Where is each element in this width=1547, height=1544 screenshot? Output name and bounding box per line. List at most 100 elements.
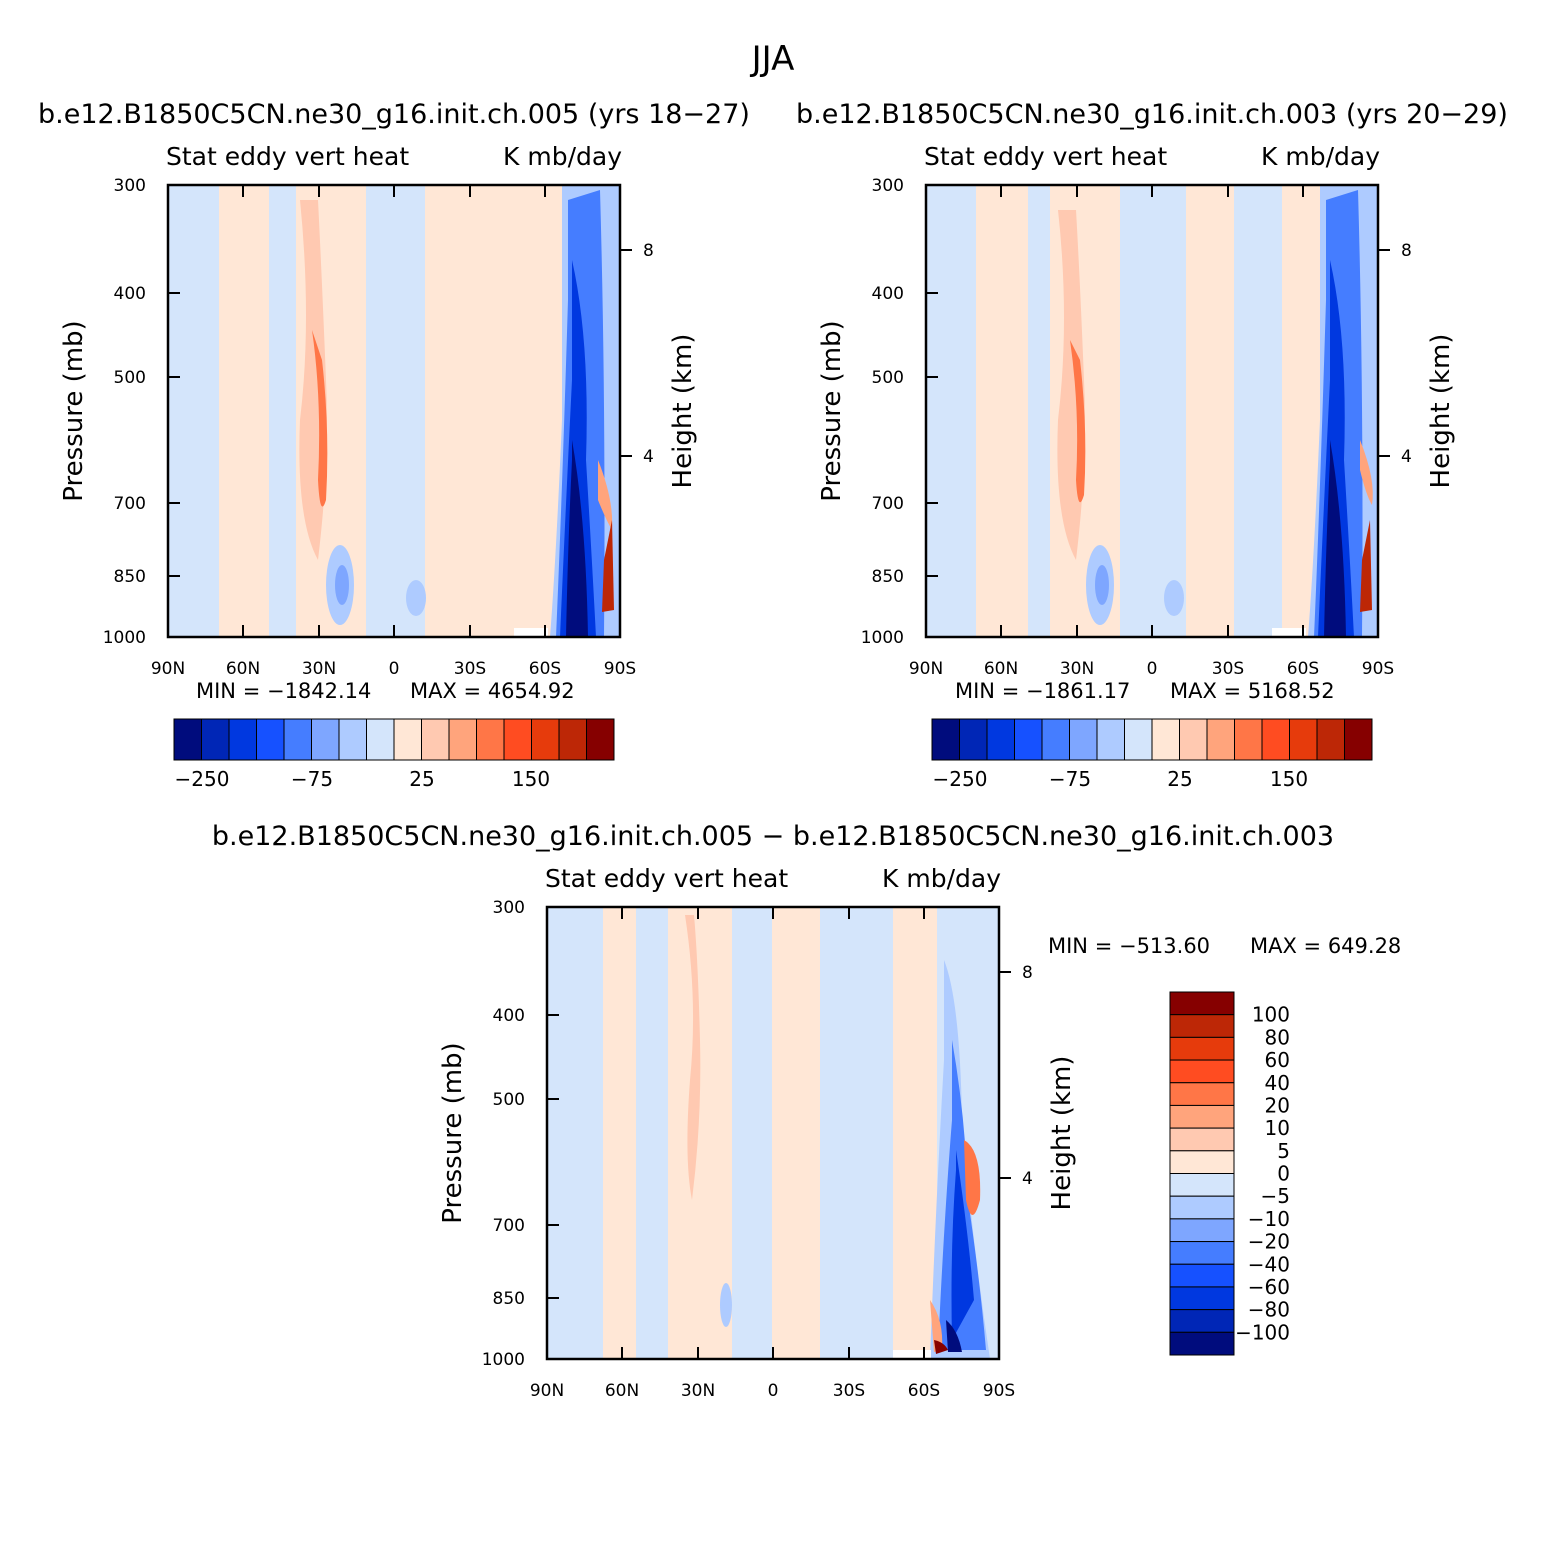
panel-1-colorbar <box>173 718 615 761</box>
colorbar-label: 60 <box>1265 1048 1290 1072</box>
colorbar-label: 0 <box>1277 1162 1290 1186</box>
panel-2-left-label: Stat eddy vert heat <box>924 142 1167 171</box>
panel-3-field <box>547 907 999 1359</box>
panel-3-ylabel: Pressure (mb) <box>438 1042 468 1223</box>
colorbar-swatch <box>1169 1241 1235 1265</box>
colorbar-swatch <box>228 718 257 761</box>
panel-1-title: b.e12.B1850C5CN.ne30_g16.init.ch.005 (yr… <box>38 99 750 130</box>
colorbar-label: −80 <box>1248 1298 1290 1322</box>
panel-3-x-ticks: 90N 60N 30N 0 30S 60S 90S <box>530 907 1015 1401</box>
panel-3-y2label: Height (km) <box>1047 1056 1077 1211</box>
colorbar-swatch <box>1169 1309 1235 1333</box>
colorbar-label: −20 <box>1248 1230 1290 1254</box>
panel-1-max: MAX = 4654.92 <box>410 679 575 703</box>
panel-2-y2-ticks: 8 4 <box>1378 241 1412 467</box>
field-band <box>668 907 732 1359</box>
colorbar-swatch <box>959 718 988 761</box>
colorbar-swatch <box>1179 718 1208 761</box>
colorbar-label: −60 <box>1248 1275 1290 1299</box>
panel-1-y-ticks: 300 400 500 700 850 1000 <box>103 176 180 648</box>
colorbar-swatch <box>1234 718 1263 761</box>
y2-tick-label: 8 <box>1401 241 1412 261</box>
x-tick-label: 30S <box>454 659 486 679</box>
x-tick-label: 90N <box>530 1381 564 1401</box>
colorbar-label: 100 <box>1252 1003 1290 1027</box>
colorbar-swatch <box>476 718 505 761</box>
x-tick-label: 90N <box>151 659 185 679</box>
colorbar-swatch <box>1169 1014 1235 1038</box>
colorbar-swatch <box>1014 718 1043 761</box>
field-jet-positive <box>602 520 614 612</box>
x-tick-label: 60S <box>529 659 561 679</box>
field-missing-surface <box>514 628 548 637</box>
colorbar-swatch <box>1169 1195 1235 1220</box>
colorbar-label: −40 <box>1248 1252 1290 1276</box>
x-tick-label: 90N <box>909 659 943 679</box>
y-tick-label: 850 <box>493 1289 525 1309</box>
colorbar-label: −100 <box>1235 1320 1290 1344</box>
x-tick-label: 90S <box>1362 659 1394 679</box>
colorbar-swatch <box>1096 718 1125 761</box>
colorbar-swatch <box>1169 1036 1235 1061</box>
colorbar-swatch <box>1344 718 1373 761</box>
panel-3: b.e12.B1850C5CN.ne30_g16.init.ch.005 − b… <box>212 821 1401 1401</box>
panel-3-title: b.e12.B1850C5CN.ne30_g16.init.ch.005 − b… <box>212 821 1334 852</box>
panel-2-field <box>926 185 1378 637</box>
panel-2-min: MIN = −1861.17 <box>955 679 1130 703</box>
panel-1-right-label: K mb/day <box>503 142 622 171</box>
panel-1: b.e12.B1850C5CN.ne30_g16.init.ch.005 (yr… <box>38 99 750 791</box>
y-tick-label: 850 <box>872 567 904 587</box>
field-contour-warm <box>685 915 701 1200</box>
field-jet-positive <box>1360 440 1373 505</box>
panel-1-y2label: Height (km) <box>668 334 698 489</box>
x-tick-label: 30N <box>302 659 336 679</box>
panel-2-x-ticks: 90N 60N 30N 0 30S 60S 90S <box>909 185 1394 679</box>
x-tick-label: 90S <box>983 1381 1015 1401</box>
colorbar-swatch <box>503 718 532 761</box>
colorbar-swatch <box>1169 1218 1235 1243</box>
colorbar-label: 10 <box>1265 1116 1290 1140</box>
x-tick-label: 0 <box>1147 659 1158 679</box>
colorbar-swatch <box>338 718 367 761</box>
colorbar-label: 25 <box>409 767 434 791</box>
field-jet-negative <box>946 1320 962 1352</box>
panel-2-colorbar <box>931 718 1373 761</box>
field-contour-cool <box>335 565 349 605</box>
colorbar-label: 40 <box>1265 1071 1290 1095</box>
y-tick-label: 1000 <box>482 1350 525 1370</box>
panel-1-left-label: Stat eddy vert heat <box>166 142 409 171</box>
colorbar-swatch <box>1169 1104 1235 1129</box>
field-missing-surface <box>893 1350 931 1359</box>
colorbar-swatch <box>201 718 230 761</box>
panel-1-x-ticks: 90N 60N 30N 0 30S 60S 90S <box>151 185 636 679</box>
panel-2: b.e12.B1850C5CN.ne30_g16.init.ch.003 (yr… <box>796 99 1508 791</box>
colorbar-label: 150 <box>1270 767 1308 791</box>
field-contour-warm <box>1070 340 1086 503</box>
colorbar-swatch <box>1169 1331 1235 1356</box>
panel-2-ylabel: Pressure (mb) <box>817 320 847 501</box>
colorbar-swatch <box>1169 1286 1235 1311</box>
colorbar-label: −10 <box>1248 1207 1290 1231</box>
colorbar-swatch <box>586 718 615 761</box>
y-tick-label: 1000 <box>861 628 904 648</box>
panel-2-y-ticks: 300 400 500 700 850 1000 <box>861 176 938 648</box>
panel-3-y2-ticks: 8 4 <box>999 963 1033 1189</box>
panel-3-left-label: Stat eddy vert heat <box>545 864 788 893</box>
colorbar-swatch <box>1169 1082 1235 1106</box>
y-tick-label: 850 <box>114 567 146 587</box>
figure-suptitle: JJA <box>750 39 795 79</box>
colorbar-label: 5 <box>1277 1139 1290 1163</box>
colorbar-swatch <box>1169 1059 1235 1084</box>
y-tick-label: 500 <box>493 1090 525 1110</box>
panel-2-max: MAX = 5168.52 <box>1170 679 1335 703</box>
colorbar-swatch <box>1151 718 1180 761</box>
colorbar-swatch <box>1316 718 1345 761</box>
field-contour-cool <box>406 580 426 616</box>
colorbar-swatch <box>311 718 340 761</box>
y-tick-label: 500 <box>114 368 146 388</box>
colorbar-swatch <box>1069 718 1098 761</box>
colorbar-swatch <box>1169 1263 1235 1288</box>
field-band <box>772 907 820 1359</box>
colorbar-swatch <box>1169 1173 1235 1197</box>
panel-1-ylabel: Pressure (mb) <box>59 320 89 501</box>
